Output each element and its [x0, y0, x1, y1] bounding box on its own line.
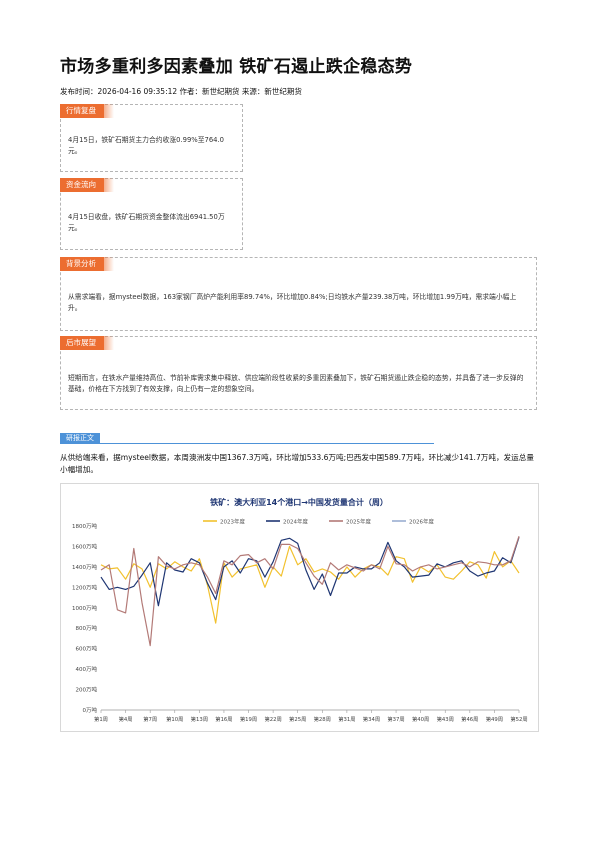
x-tick-label: 第25周: [289, 715, 306, 723]
x-tick-label: 第22周: [264, 715, 281, 723]
y-tick-label: 600万吨: [76, 645, 98, 653]
x-tick-label: 第34周: [363, 715, 380, 723]
market-review-text: 4月15日，铁矿石期货主力合约收涨0.99%至764.0元。: [68, 136, 224, 155]
background-text: 从需求端看，据mysteel数据，163家钢厂高炉产能利用率89.74%，环比增…: [68, 293, 517, 312]
x-tick-label: 第10周: [166, 715, 183, 723]
x-tick-label: 第49周: [486, 715, 503, 723]
x-tick-label: 第1周: [94, 715, 108, 723]
fund-flow-text: 4月15日收盘，铁矿石期货资金整体流出6941.50万元。: [68, 213, 225, 232]
fund-flow-card: 资金流向 4月15日收盘，铁矿石期货资金整体流出6941.50万元。: [60, 178, 243, 250]
series-line: [100, 536, 520, 647]
research-body-text: 从供给端来看，据mysteel数据，本周澳洲发中国1367.3万吨，环比增加53…: [60, 453, 534, 474]
x-tick-label: 第7周: [143, 715, 157, 723]
y-tick-label: 0万吨: [83, 706, 98, 714]
article-title: 市场多重利多因素叠加 铁矿石遏止跌企稳态势: [60, 57, 413, 77]
shipment-chart: 铁矿：澳大利亚14个港口→中国发货量合计（周） 2023年度 2024年度 2025年…: [60, 483, 539, 732]
y-tick-label: 800万吨: [76, 624, 98, 632]
y-tick-label: 200万吨: [76, 686, 98, 694]
outlook-card: 后市展望 短期而言，在铁水产量维持高位、节前补库需求集中释放、供应端阶段性收紧的…: [60, 336, 537, 410]
legend-label: 2023年度: [220, 518, 245, 526]
legend-label: 2024年度: [283, 518, 308, 526]
background-card: 背景分析 从需求端看，据mysteel数据，163家钢厂高炉产能利用率89.74…: [60, 257, 537, 331]
outlook-tag: 后市展望: [60, 336, 114, 350]
legend-label: 2025年度: [346, 518, 371, 526]
y-tick-label: 1000万吨: [72, 604, 97, 612]
series-line: [100, 545, 520, 624]
background-tag: 背景分析: [60, 257, 114, 271]
outlook-text: 短期而言，在铁水产量维持高位、节前补库需求集中释放、供应端阶段性收紧的多重因素叠…: [68, 374, 524, 393]
shipment-chart-svg: 铁矿：澳大利亚14个港口→中国发货量合计（周） 2023年度 2024年度 2025年…: [72, 497, 528, 723]
y-tick-label: 1800万吨: [72, 522, 97, 530]
y-tick-label: 400万吨: [76, 665, 98, 673]
y-tick-label: 1600万吨: [72, 542, 97, 550]
legend-label: 2026年度: [409, 518, 434, 526]
x-tick-label: 第4周: [119, 715, 133, 723]
y-tick-label: 1400万吨: [72, 563, 97, 571]
chart-title: 铁矿：澳大利亚14个港口→中国发货量合计（周）: [210, 497, 388, 507]
x-tick-label: 第31周: [338, 715, 355, 723]
x-tick-label: 第16周: [215, 715, 232, 723]
market-review-card: 行情复盘 4月15日，铁矿石期货主力合约收涨0.99%至764.0元。: [60, 104, 243, 172]
x-tick-label: 第28周: [314, 715, 331, 723]
y-tick-label: 1200万吨: [72, 583, 97, 591]
series-line: [100, 537, 520, 607]
fund-flow-tag: 资金流向: [60, 178, 114, 192]
article-meta: 发布时间：2026-04-16 09:35:12 作者：新世纪期货 来源：新世纪…: [60, 87, 302, 96]
x-tick-label: 第19周: [240, 715, 257, 723]
x-tick-label: 第52周: [510, 715, 527, 723]
x-tick-label: 第40周: [412, 715, 429, 723]
x-tick-label: 第37周: [387, 715, 404, 723]
research-section-tag: 研报正文: [60, 433, 100, 444]
research-section-divider: [60, 443, 434, 444]
market-review-tag: 行情复盘: [60, 104, 114, 118]
x-tick-label: 第46周: [461, 715, 478, 723]
x-tick-label: 第13周: [191, 715, 208, 723]
x-tick-label: 第43周: [437, 715, 454, 723]
